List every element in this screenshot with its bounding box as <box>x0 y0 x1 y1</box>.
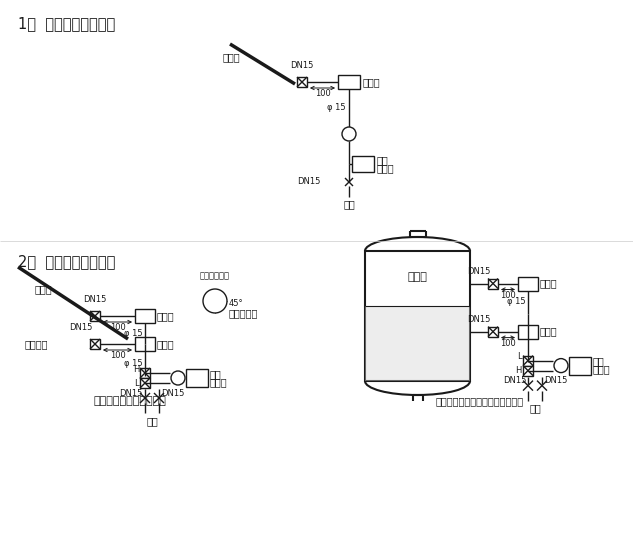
Text: 排污: 排污 <box>343 199 355 209</box>
Circle shape <box>203 289 227 313</box>
Text: DN15: DN15 <box>68 323 92 332</box>
Circle shape <box>171 371 185 385</box>
Text: 差压: 差压 <box>593 357 605 367</box>
Text: 冷凝水管: 冷凝水管 <box>25 339 49 349</box>
Text: 蒸汽管: 蒸汽管 <box>35 284 53 294</box>
Text: DN15: DN15 <box>120 389 143 397</box>
Text: L: L <box>517 352 522 361</box>
Text: 平衡罐: 平衡罐 <box>363 77 380 87</box>
Bar <box>297 77 307 87</box>
Text: 压力: 压力 <box>377 155 389 165</box>
Text: 平衡罐: 平衡罐 <box>540 278 558 289</box>
Text: 变送器: 变送器 <box>377 163 394 173</box>
Text: 2、  差压变送器安装图: 2、 差压变送器安装图 <box>18 254 115 269</box>
Text: 排污: 排污 <box>529 404 541 413</box>
Text: DN15: DN15 <box>298 177 321 187</box>
Text: DN15: DN15 <box>544 376 567 385</box>
Bar <box>523 366 533 376</box>
Circle shape <box>554 358 568 373</box>
Text: 变送器: 变送器 <box>210 377 228 387</box>
Bar <box>135 309 155 323</box>
Text: 平衡罐: 平衡罐 <box>157 339 175 349</box>
Text: 蒸汽管横截面: 蒸汽管横截面 <box>200 272 230 281</box>
Text: φ 15: φ 15 <box>508 297 526 306</box>
Text: 100: 100 <box>500 339 516 348</box>
Text: H: H <box>133 365 139 373</box>
Text: 平衡罐: 平衡罐 <box>157 311 175 321</box>
Bar <box>365 251 470 381</box>
Bar <box>523 356 533 366</box>
Text: DN15: DN15 <box>291 61 314 70</box>
Text: 引出测量点: 引出测量点 <box>229 308 258 318</box>
Bar <box>352 156 374 172</box>
Text: 100: 100 <box>110 351 125 360</box>
Bar <box>140 378 150 388</box>
Text: φ 15: φ 15 <box>124 329 143 339</box>
Text: 平衡罐: 平衡罐 <box>540 327 558 337</box>
Bar <box>365 306 470 381</box>
Text: 变送器: 变送器 <box>593 365 611 374</box>
Text: 45°: 45° <box>229 300 244 309</box>
Bar <box>518 324 538 339</box>
Text: 1、  压力变送器安装图: 1、 压力变送器安装图 <box>18 16 115 31</box>
Text: 测闪蕃罐冷凝水液位的安装示意图: 测闪蕃罐冷凝水液位的安装示意图 <box>436 396 524 406</box>
Text: DN15: DN15 <box>467 266 491 276</box>
Bar <box>186 369 208 387</box>
Bar <box>488 327 498 337</box>
Bar <box>90 339 100 349</box>
Text: φ 15: φ 15 <box>327 103 346 111</box>
Text: 100: 100 <box>315 89 330 98</box>
Bar <box>135 337 155 351</box>
Text: H: H <box>516 366 522 375</box>
Text: 蒸汽管: 蒸汽管 <box>222 52 240 62</box>
Circle shape <box>342 127 356 141</box>
Text: 闪蕃罐: 闪蕃罐 <box>408 272 427 282</box>
Text: 100: 100 <box>110 323 125 332</box>
Bar <box>140 368 150 378</box>
Text: L: L <box>134 378 139 388</box>
Text: 差压: 差压 <box>210 369 222 379</box>
Text: 测管道差压的安装示意图: 测管道差压的安装示意图 <box>94 396 166 406</box>
Text: 100: 100 <box>500 290 516 300</box>
Bar <box>488 278 498 289</box>
Text: φ 15: φ 15 <box>124 360 143 368</box>
Text: DN15: DN15 <box>161 389 184 397</box>
Text: DN15: DN15 <box>467 315 491 323</box>
Bar <box>90 311 100 321</box>
Text: DN15: DN15 <box>84 295 107 304</box>
Bar <box>518 277 538 290</box>
Text: 排污: 排污 <box>146 416 158 426</box>
Bar <box>338 75 360 89</box>
Bar <box>569 357 591 374</box>
Text: DN15: DN15 <box>503 376 526 385</box>
